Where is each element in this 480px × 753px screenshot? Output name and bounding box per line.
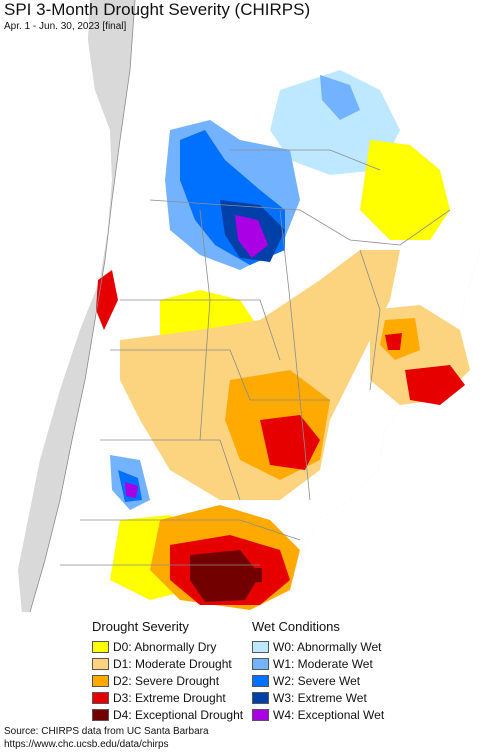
page-title: SPI 3-Month Drought Severity (CHIRPS): [4, 0, 311, 19]
w1-region-ne: [320, 75, 360, 120]
legend-label: W1: Moderate Wet: [273, 657, 373, 671]
legend-item-w2: W2: Severe Wet: [252, 674, 360, 688]
legend-label: D3: Extreme Drought: [113, 691, 226, 705]
legend-item-w1: W1: Moderate Wet: [252, 657, 373, 671]
legend-label: D1: Moderate Drought: [113, 657, 232, 671]
d2-swatch: [92, 675, 109, 687]
legend-label: W3: Extreme Wet: [273, 691, 367, 705]
legend-label: D2: Severe Drought: [113, 674, 220, 688]
legend-label: D0: Abnormally Dry: [113, 640, 217, 654]
legend-item-w0: W0: Abnormally Wet: [252, 640, 381, 654]
legend-item-d0: D0: Abnormally Dry: [92, 640, 216, 654]
source-text: Source: CHIRPS data from UC Santa Barbar…: [4, 726, 209, 737]
pacific-ocean: [0, 0, 112, 612]
legend-item-w4: W4: Exceptional Wet: [252, 708, 384, 722]
d3-region-west: [96, 270, 118, 330]
wet-legend-title: Wet Conditions: [252, 619, 340, 634]
d4-swatch: [92, 709, 109, 721]
boundary-line: [199, 209, 211, 441]
legend: Drought Severity Wet Conditions D0: Abno…: [0, 612, 480, 722]
boundary-line: [279, 209, 311, 501]
drought-map: SPI 3-Month Drought Severity (CHIRPS) Ap…: [0, 0, 480, 612]
w0-swatch: [252, 641, 269, 653]
w4-region-sw: [125, 482, 138, 498]
d0-region-ne: [360, 140, 450, 240]
page-subtitle: Apr. 1 - Jun. 30, 2023 [final]: [4, 21, 127, 32]
boundary-line: [359, 249, 381, 391]
legend-label: D4: Exceptional Drought: [113, 708, 244, 722]
atlantic-ocean: [248, 250, 480, 612]
d1-swatch: [92, 658, 109, 670]
boundary-line: [29, 0, 136, 612]
boundary-line: [110, 349, 330, 401]
legend-item-d4: D4: Exceptional Drought: [92, 708, 243, 722]
boundaries: [29, 0, 451, 612]
legend-item-d3: D3: Extreme Drought: [92, 691, 226, 705]
d4-region-bay: [230, 568, 262, 584]
chile-land: [18, 0, 135, 612]
w4-swatch: [252, 709, 269, 721]
w3-swatch: [252, 692, 269, 704]
d3-swatch: [92, 692, 109, 704]
d0-swatch: [92, 641, 109, 653]
w1-swatch: [252, 658, 269, 670]
legend-item-w3: W3: Extreme Wet: [252, 691, 367, 705]
map-svg: [0, 0, 480, 612]
boundary-line: [230, 149, 381, 171]
legend-label: W4: Exceptional Wet: [273, 708, 385, 722]
w2-swatch: [252, 675, 269, 687]
boundary-line: [100, 439, 241, 501]
boundary-line: [80, 519, 301, 541]
w0-region-north: [270, 70, 400, 175]
boundary-line: [120, 299, 281, 361]
boundary-line: [149, 199, 451, 246]
legend-label: W0: Abnormally Wet: [273, 640, 382, 654]
d3-region-central: [260, 415, 320, 470]
drought-legend-title: Drought Severity: [92, 619, 189, 634]
legend-label: W2: Severe Wet: [273, 674, 361, 688]
d4-region-south: [190, 550, 260, 602]
d3-region-uruguay: [405, 365, 465, 405]
legend-item-d2: D2: Severe Drought: [92, 674, 219, 688]
w4-region-north: [235, 215, 268, 258]
source-url[interactable]: https://www.chc.ucsb.edu/data/chirps: [4, 739, 169, 750]
legend-item-d1: D1: Moderate Drought: [92, 657, 232, 671]
d3-region-uruguay-west: [385, 333, 402, 350]
